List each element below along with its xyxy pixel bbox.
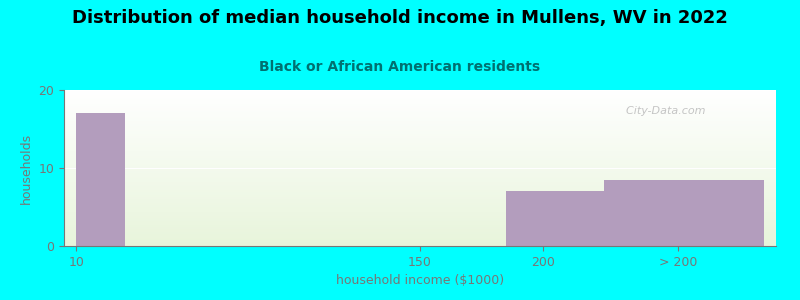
Bar <box>506 191 604 246</box>
Text: Black or African American residents: Black or African American residents <box>259 60 541 74</box>
Bar <box>604 180 764 246</box>
Y-axis label: households: households <box>20 132 33 204</box>
X-axis label: household income ($1000): household income ($1000) <box>336 274 504 287</box>
Text: Distribution of median household income in Mullens, WV in 2022: Distribution of median household income … <box>72 9 728 27</box>
Bar <box>76 113 126 246</box>
Text: City-Data.com: City-Data.com <box>619 106 706 116</box>
